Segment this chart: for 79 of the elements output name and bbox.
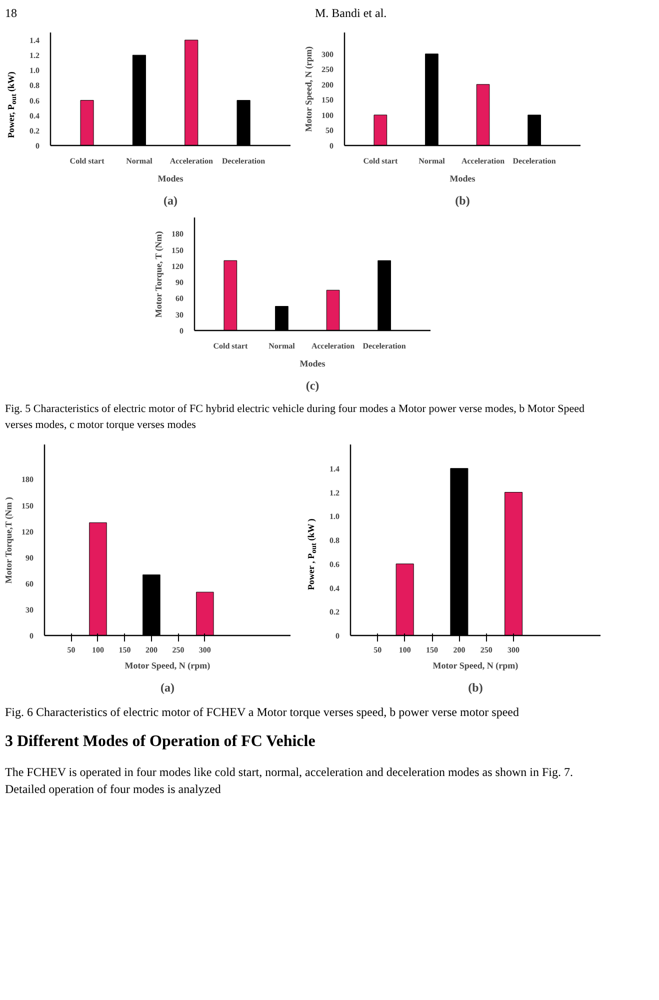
x-tick-label: 200 bbox=[453, 645, 466, 654]
x-tick-label: Cold start bbox=[363, 156, 398, 166]
text: (c) bbox=[306, 378, 320, 393]
y-tick-label: 0.4 bbox=[30, 112, 40, 121]
x-tick-label: 200 bbox=[145, 645, 158, 654]
x-axis-title: Motor Speed, N (rpm) bbox=[432, 660, 518, 670]
x-tick-label: 150 bbox=[426, 645, 438, 654]
y-tick-label: 0 bbox=[180, 326, 184, 336]
y-tick-label: 200 bbox=[322, 80, 334, 90]
y-tick-label: 90 bbox=[26, 552, 34, 562]
y-tick-label: 1.4 bbox=[30, 36, 40, 46]
text: (b) bbox=[455, 194, 470, 208]
caption: Fig. 5 Characteristics of electric motor of FC hybrid electric vehicle during four modes a Motor power verse modes, b Motor Speed verses modes, c motor torque verses modes bbox=[5, 402, 586, 433]
y-tick-label: 60 bbox=[26, 578, 34, 588]
y-tick-label: 0 bbox=[36, 142, 40, 151]
y-tick-label: 50 bbox=[326, 126, 334, 136]
text: The FCHEV is operated in four modes like cold start, normal, acceleration and deceleration modes as shown in Fig. 7. Detailed operation of four modes is analyzed bbox=[5, 764, 574, 798]
x-tick-label: Acceleration bbox=[311, 342, 356, 351]
text: 3 Different Modes of Operation of FC Vehicle bbox=[5, 732, 316, 752]
y-axis-title: Motor Torque, T (Nm) bbox=[154, 231, 164, 318]
x-tick-label: Acceleration bbox=[461, 156, 506, 166]
y-tick-label: 0.6 bbox=[30, 96, 40, 106]
y-tick-label: 0.6 bbox=[330, 559, 340, 568]
y-tick-label: 0.2 bbox=[330, 607, 340, 616]
x-tick-label: Normal bbox=[268, 342, 296, 351]
x-tick-label: 50 bbox=[67, 645, 76, 654]
y-tick-label: 60 bbox=[176, 294, 184, 304]
y-tick-label: 0 bbox=[30, 631, 34, 640]
y-tick-label: 150 bbox=[172, 246, 184, 255]
y-tick-label: 30 bbox=[176, 310, 184, 320]
x-tick-label: 50 bbox=[374, 645, 382, 654]
y-tick-label: 0 bbox=[336, 631, 340, 640]
x-tick-label: Deceleration bbox=[362, 342, 406, 351]
x-tick-label: 100 bbox=[92, 645, 104, 654]
y-tick-label: 180 bbox=[22, 474, 34, 484]
y-tick-label: 120 bbox=[172, 262, 184, 272]
x-axis-title: Modes bbox=[158, 174, 184, 184]
y-axis-title: Motor Torque,T (Nm ) bbox=[4, 496, 14, 584]
y-tick-label: 90 bbox=[176, 278, 184, 288]
x-tick-label: 300 bbox=[508, 645, 520, 654]
x-tick-label: 250 bbox=[480, 645, 492, 654]
x-axis-title: Modes bbox=[450, 174, 476, 184]
caption: Fig. 6 Characteristics of electric motor of FCHEV a Motor torque verses speed, b power verse motor speed bbox=[5, 704, 519, 721]
x-tick-label: Normal bbox=[126, 156, 154, 166]
y-tick-label: 1.2 bbox=[330, 488, 340, 497]
y-tick-label: 150 bbox=[322, 96, 334, 105]
y-tick-label: 1.0 bbox=[330, 512, 340, 521]
y-tick-label: 0.4 bbox=[330, 583, 340, 592]
x-tick-label: 100 bbox=[398, 645, 411, 654]
text: 18 bbox=[5, 5, 17, 22]
text: (b) bbox=[468, 680, 483, 694]
y-tick-label: 1.4 bbox=[330, 464, 340, 473]
y-tick-label: 1.0 bbox=[30, 66, 40, 76]
y-tick-label: 120 bbox=[22, 526, 34, 536]
y-tick-label: 0.2 bbox=[30, 126, 40, 136]
text: (a) bbox=[160, 680, 175, 694]
x-tick-label: Cold start bbox=[213, 342, 248, 351]
x-tick-label: 300 bbox=[198, 645, 211, 654]
y-tick-label: 250 bbox=[322, 65, 334, 74]
x-tick-label: Acceleration bbox=[170, 156, 214, 166]
y-tick-label: 1.2 bbox=[30, 51, 40, 60]
x-tick-label: 150 bbox=[118, 645, 131, 654]
y-tick-label: 0 bbox=[330, 142, 334, 151]
y-axis-title: Motor Speed, N (rpm) bbox=[304, 46, 314, 132]
x-tick-label: Deceleration bbox=[222, 156, 266, 166]
y-tick-label: 0.8 bbox=[30, 81, 40, 90]
y-tick-label: 30 bbox=[26, 605, 34, 614]
x-axis-title: Motor Speed, N (rpm) bbox=[124, 660, 210, 670]
y-tick-label: 0.8 bbox=[330, 536, 340, 545]
y-tick-label: 180 bbox=[172, 230, 184, 239]
x-tick-label: Normal bbox=[418, 156, 446, 166]
x-tick-label: Deceleration bbox=[512, 156, 556, 166]
y-tick-label: 150 bbox=[22, 500, 34, 510]
text: (a) bbox=[164, 194, 178, 208]
y-tick-label: 100 bbox=[322, 111, 334, 120]
x-axis-title: Modes bbox=[300, 358, 326, 369]
x-tick-label: Cold start bbox=[70, 156, 105, 166]
text: M. Bandi et al. bbox=[315, 5, 387, 22]
y-tick-label: 300 bbox=[322, 50, 334, 60]
